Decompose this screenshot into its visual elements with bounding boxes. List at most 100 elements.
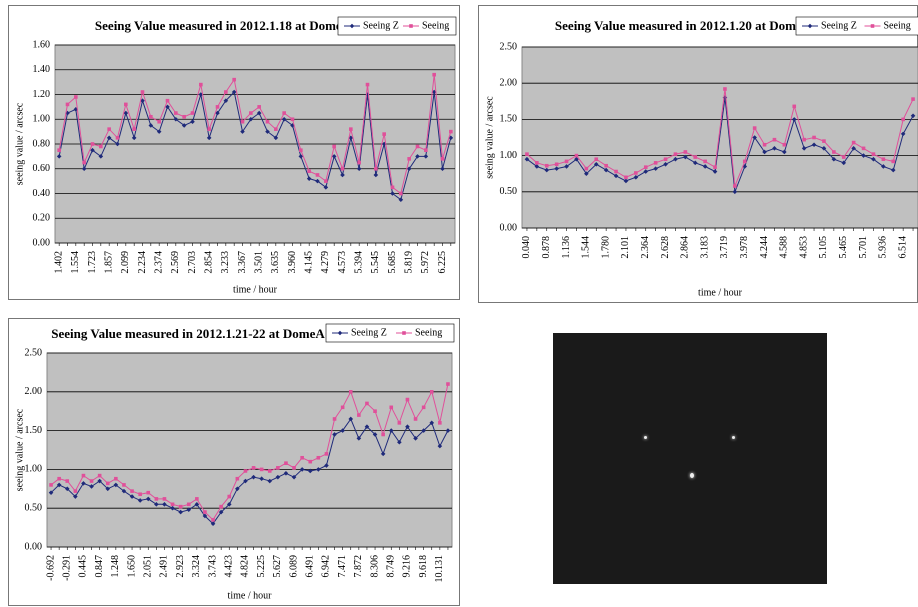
marker	[56, 154, 62, 159]
series-line	[526, 88, 914, 187]
x-tick-label: 2.703	[187, 251, 198, 274]
y-tick-label: 1.50	[25, 425, 43, 436]
marker	[81, 166, 87, 172]
marker	[534, 164, 540, 169]
x-tick-label: 2.628	[660, 236, 671, 259]
marker	[742, 159, 747, 164]
marker	[107, 127, 111, 131]
marker	[224, 90, 228, 94]
marker	[440, 166, 445, 172]
marker	[243, 469, 248, 473]
marker	[97, 473, 102, 478]
marker	[316, 455, 321, 460]
marker	[215, 105, 220, 109]
legend-label: Seeing Z	[821, 20, 857, 31]
marker	[421, 405, 426, 410]
marker	[802, 137, 806, 142]
marker	[574, 153, 579, 158]
x-tick-label: 0.445	[78, 555, 89, 578]
marker	[232, 77, 236, 82]
marker	[554, 166, 559, 171]
x-tick-label: 4.145	[303, 251, 314, 274]
marker	[81, 473, 86, 478]
x-tick-label: 9.216	[402, 555, 413, 578]
marker	[137, 498, 143, 503]
marker	[365, 82, 370, 87]
marker	[49, 483, 53, 487]
marker	[113, 482, 119, 488]
marker	[388, 428, 394, 433]
legend-marker	[870, 24, 875, 28]
x-tick-label: 3.719	[719, 236, 730, 258]
marker	[115, 141, 120, 147]
marker	[292, 466, 296, 470]
marker	[131, 135, 137, 141]
marker	[275, 474, 281, 480]
marker	[448, 135, 454, 141]
marker	[432, 72, 436, 77]
x-tick-label: 8.306	[369, 555, 380, 578]
marker	[683, 154, 688, 160]
x-tick-label: 2.864	[680, 236, 691, 259]
marker	[407, 157, 411, 161]
marker	[821, 146, 827, 151]
marker	[97, 478, 102, 484]
marker	[48, 490, 54, 495]
x-tick-label: 10.131	[434, 555, 445, 583]
marker	[643, 165, 648, 169]
x-axis-label: time / hour	[228, 590, 273, 601]
marker	[146, 490, 151, 495]
marker	[733, 184, 737, 188]
marker	[413, 417, 418, 421]
marker	[281, 116, 287, 122]
y-tick-label: 1.00	[500, 150, 518, 161]
marker	[194, 502, 200, 507]
y-tick-label: 1.60	[33, 39, 51, 50]
marker	[324, 463, 329, 468]
marker	[340, 428, 345, 433]
marker	[115, 136, 120, 140]
marker	[633, 175, 639, 180]
y-tick-label: 0.50	[500, 186, 518, 197]
chart-panel: 0.00 0.20 0.40 0.60 0.80 1.00 1.20 1.40 1.60 1.40…	[8, 5, 460, 300]
x-tick-label: 1.248	[110, 555, 121, 578]
marker	[613, 173, 619, 179]
marker	[732, 189, 738, 195]
marker	[190, 111, 195, 115]
marker	[162, 497, 167, 501]
marker	[140, 98, 145, 103]
marker	[276, 466, 280, 470]
marker	[340, 172, 345, 178]
marker	[256, 110, 262, 116]
marker	[307, 468, 313, 474]
legend-label: Seeing Z	[351, 327, 387, 338]
x-tick-label: 2.099	[120, 251, 131, 274]
marker	[170, 505, 175, 511]
x-tick-label: 2.923	[175, 555, 186, 578]
marker	[331, 154, 337, 159]
marker	[544, 163, 549, 168]
marker	[440, 157, 445, 161]
marker	[438, 421, 442, 425]
x-tick-label: 3.183	[699, 236, 710, 259]
marker	[357, 160, 361, 165]
marker	[431, 89, 437, 95]
marker	[235, 486, 240, 492]
x-tick-label: 5.627	[272, 555, 283, 578]
marker	[910, 113, 916, 119]
marker	[306, 176, 312, 181]
marker	[841, 155, 846, 159]
marker	[324, 179, 328, 183]
title: Seeing Value measured in 2012.1.20 at Do…	[555, 18, 812, 33]
marker	[186, 507, 192, 513]
marker	[145, 496, 151, 502]
x-tick-label: 6.491	[305, 555, 316, 578]
y-axis-label: seeing value / arcsec	[14, 408, 25, 491]
marker	[812, 135, 816, 140]
marker	[723, 87, 727, 91]
legend-label: Seeing Z	[363, 20, 399, 31]
marker	[98, 154, 104, 159]
marker	[284, 461, 288, 465]
marker	[291, 474, 297, 480]
marker	[831, 156, 837, 162]
